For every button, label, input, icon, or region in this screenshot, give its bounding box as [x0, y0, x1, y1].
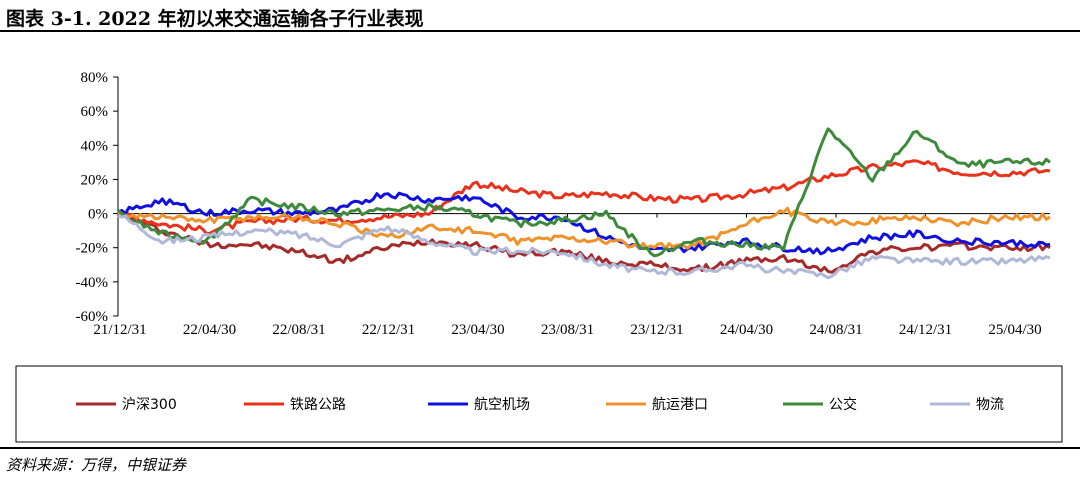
y-tick-label: 60% [81, 104, 109, 120]
figure-title: 图表 3-1. 2022 年初以来交通运输各子行业表现 [6, 8, 424, 30]
series-line-1 [116, 211, 1051, 274]
x-tick-label: 23/08/31 [541, 322, 594, 338]
x-tick-label: 24/08/31 [809, 322, 862, 338]
y-tick-label: -60% [76, 309, 109, 325]
x-tick-label: 25/04/30 [988, 322, 1041, 338]
x-tick-label: 24/04/30 [720, 322, 773, 338]
series-line-4 [117, 206, 1051, 250]
y-tick-label: 40% [81, 138, 109, 154]
x-tick-label: 23/12/31 [630, 322, 683, 338]
legend-box [15, 365, 1063, 443]
x-tick-label: 22/12/31 [362, 322, 415, 338]
legend-label: 航运港口 [652, 397, 708, 413]
x-tick-label: 21/12/31 [93, 322, 146, 338]
legend-label: 物流 [976, 397, 1004, 413]
x-tick-label: 22/08/31 [272, 322, 325, 338]
x-tick-label: 22/04/30 [183, 322, 236, 338]
legend: 沪深300 铁路公路 航空机场 航运港口 公交 物流 [76, 396, 1004, 413]
axes: 80% 60% 40% 20% 0% -20% -40% -60%21/12/31 22/04/… [76, 70, 1050, 338]
legend-label: 公交 [829, 396, 857, 413]
source-note: 资料来源：万得，中银证券 [6, 456, 187, 474]
series-line-5 [117, 127, 1051, 258]
legend-label: 航空机场 [474, 397, 530, 413]
series-line-2 [117, 159, 1051, 236]
y-tick-label: 80% [81, 70, 109, 86]
y-tick-label: -40% [76, 275, 109, 291]
x-tick-label: 23/04/30 [451, 322, 504, 338]
y-tick-label: 0% [88, 207, 108, 223]
y-tick-label: -20% [76, 241, 109, 257]
y-tick-label: 20% [81, 172, 109, 188]
legend-label: 铁路公路 [290, 397, 346, 413]
legend-label: 沪深300 [122, 397, 177, 413]
top-rule [0, 30, 1080, 32]
series-line-6 [117, 214, 1051, 280]
bottom-rule [0, 447, 1080, 449]
series-line-3 [117, 191, 1051, 256]
line-chart: 80% 60% 40% 20% 0% -20% -40% -60%21/12/31 22/04/… [15, 70, 1063, 443]
x-tick-label: 24/12/31 [899, 322, 952, 338]
series-layer [116, 127, 1051, 280]
